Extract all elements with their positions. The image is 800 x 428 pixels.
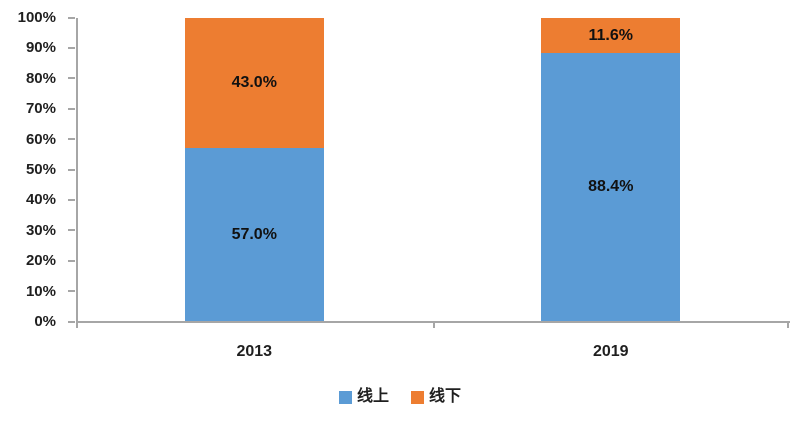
y-axis-tick-mark bbox=[68, 77, 75, 80]
y-axis-tick-mark bbox=[68, 320, 75, 323]
bar-segment-线下-2019 bbox=[541, 17, 681, 53]
legend-swatch-icon bbox=[338, 390, 352, 404]
y-axis-tick-mark bbox=[68, 259, 75, 262]
y-axis-tick-mark bbox=[68, 290, 75, 293]
legend-item-线上: 线上 bbox=[338, 388, 389, 405]
y-axis-tick-mark bbox=[68, 138, 75, 141]
y-axis-tick-label: 80% bbox=[25, 69, 56, 87]
y-axis-tick-label: 100% bbox=[17, 9, 56, 26]
bar-data-label: 88.4% bbox=[588, 177, 634, 195]
bar-data-label: 43.0% bbox=[231, 73, 277, 91]
y-axis-tick-label: 40% bbox=[25, 191, 56, 209]
y-axis-tick-label: 0% bbox=[34, 313, 56, 330]
y-axis-tick-label: 50% bbox=[25, 161, 56, 178]
x-axis-category-label: 2013 bbox=[236, 343, 273, 360]
bar-segment-线上-2013 bbox=[184, 148, 324, 322]
x-axis-tick-mark bbox=[432, 321, 435, 328]
y-axis-tick-mark bbox=[68, 229, 75, 232]
x-axis-tick-mark bbox=[787, 321, 789, 328]
legend: 线上 线下 bbox=[0, 389, 800, 405]
y-axis-tick-mark bbox=[68, 46, 75, 49]
y-axis-tick-label: 60% bbox=[25, 130, 56, 148]
y-axis-tick-label: 20% bbox=[25, 252, 56, 270]
y-axis-tick-mark bbox=[68, 16, 75, 19]
bar-data-label: 57.0% bbox=[231, 226, 277, 244]
y-axis-line bbox=[76, 17, 78, 323]
y-axis-tick-label: 90% bbox=[25, 39, 56, 57]
bar-data-label: 11.6% bbox=[588, 26, 633, 44]
x-axis-category-label: 2019 bbox=[592, 343, 629, 360]
y-axis-tick-mark bbox=[68, 168, 75, 171]
legend-label: 线下 bbox=[429, 388, 462, 405]
bar-segment-线上-2019 bbox=[541, 52, 681, 322]
bar-segment-线下-2013 bbox=[184, 17, 324, 149]
x-axis-tick-mark bbox=[76, 321, 78, 328]
y-axis-tick-label: 70% bbox=[25, 100, 56, 118]
legend-item-线下: 线下 bbox=[411, 389, 461, 405]
y-axis-tick-label: 30% bbox=[25, 221, 56, 239]
legend-label: 线上 bbox=[356, 388, 389, 405]
legend-swatch-icon bbox=[411, 390, 424, 404]
y-axis-tick-mark bbox=[68, 198, 75, 201]
y-axis-tick-label: 10% bbox=[25, 282, 56, 300]
y-axis-tick-mark bbox=[68, 107, 75, 110]
